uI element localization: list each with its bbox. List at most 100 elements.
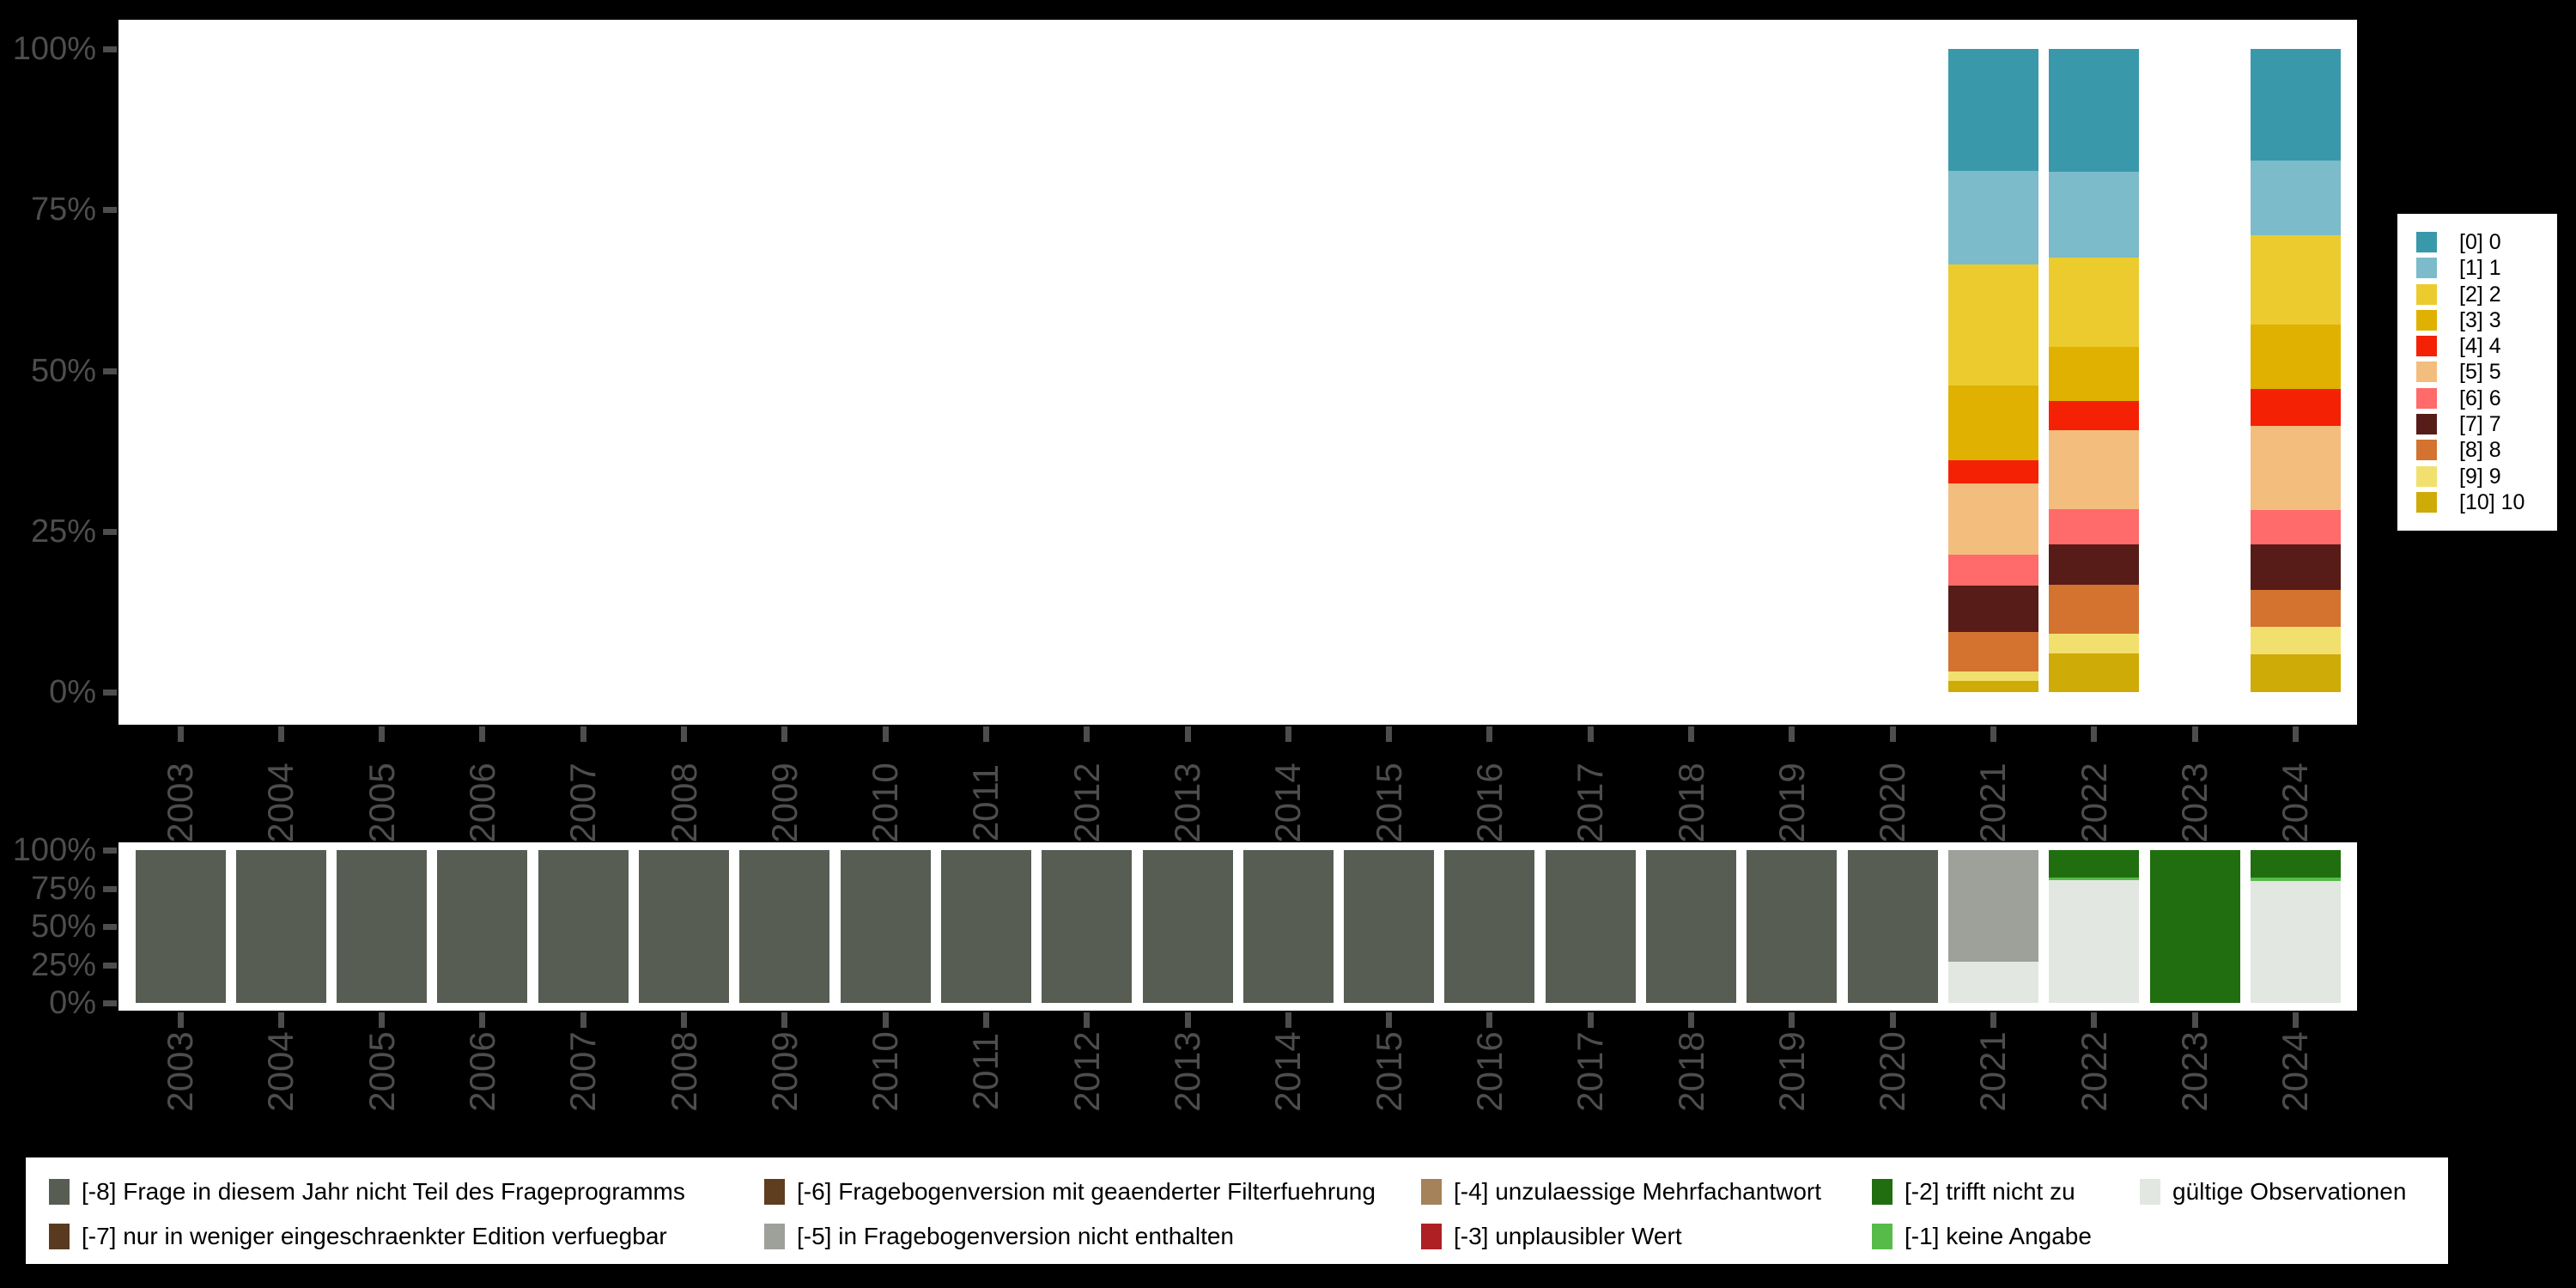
- bar-segment-2022-10-10[interactable]: [2049, 653, 2140, 692]
- bar-segment-2023-2-trifft-nicht-zu[interactable]: [2149, 850, 2240, 1003]
- bar-segment-2022-4-4[interactable]: [2049, 400, 2140, 431]
- bar-segment-2024-10-10[interactable]: [2250, 654, 2341, 692]
- y-tick-mark: [103, 690, 117, 696]
- legend-item-3-unplausibler-wert: [-3] unplausibler Wert: [1421, 1223, 1682, 1250]
- bar-segment-2024-8-8[interactable]: [2250, 589, 2341, 628]
- legend-swatch-g-ltige-observationen: [2140, 1179, 2160, 1205]
- bar-segment-2021-5-5[interactable]: [1947, 483, 2038, 556]
- bar-segment-2021-5-in-fragebogenversion-nicht-enthalten[interactable]: [1947, 850, 2038, 962]
- bar-segment-2024-3-3[interactable]: [2250, 324, 2341, 390]
- legend-item-6-fragebogenversion-mit-geaenderter-filterfuehru: [-6] Fragebogenversion mit geaenderter F…: [764, 1178, 1376, 1206]
- bar-segment-2024-4-4[interactable]: [2250, 389, 2341, 426]
- bar-segment-2014-8-frage-in-diesem-jahr-nicht-teil-des-frageprogr[interactable]: [1242, 850, 1334, 1003]
- legend-item-label: [9] 9: [2459, 464, 2501, 489]
- bar-segment-2022-g-ltige-observationen[interactable]: [2049, 880, 2140, 1003]
- bar-segment-2007-8-frage-in-diesem-jahr-nicht-teil-des-frageprogr[interactable]: [538, 850, 629, 1003]
- x-tick-mark: [2191, 1012, 2198, 1028]
- bar-segment-2022-6-6[interactable]: [2049, 509, 2140, 545]
- x-tick-mark: [1184, 1012, 1191, 1028]
- bar-segment-2021-8-8[interactable]: [1947, 632, 2038, 671]
- bar-segment-2006-8-frage-in-diesem-jahr-nicht-teil-des-frageprogr[interactable]: [437, 850, 528, 1003]
- legend-item-label: [-4] unzulaessige Mehrfachantwort: [1454, 1178, 1821, 1205]
- bar-segment-2020-8-frage-in-diesem-jahr-nicht-teil-des-frageprogr[interactable]: [1847, 850, 1938, 1003]
- bar-segment-2022-2-2[interactable]: [2049, 257, 2140, 347]
- bar-segment-2011-8-frage-in-diesem-jahr-nicht-teil-des-frageprogr[interactable]: [940, 850, 1031, 1003]
- bar-segment-2017-8-frage-in-diesem-jahr-nicht-teil-des-frageprogr[interactable]: [1545, 850, 1636, 1003]
- legend-item-label: [4] 4: [2459, 334, 2501, 359]
- bar-segment-2015-8-frage-in-diesem-jahr-nicht-teil-des-frageprogr[interactable]: [1344, 850, 1435, 1003]
- legend-item-9-9: [9] 9: [2397, 465, 2557, 488]
- legend-item-1-1: [1] 1: [2397, 257, 2557, 279]
- bar-segment-2005-8-frage-in-diesem-jahr-nicht-teil-des-frageprogr[interactable]: [337, 850, 428, 1003]
- legend-item-7-nur-in-weniger-eingeschraenkter-edition-verfue: [-7] nur in weniger eingeschraenkter Edi…: [49, 1223, 667, 1250]
- legend-swatch-6-6: [2416, 387, 2437, 409]
- bar-2018: [1646, 850, 1736, 1003]
- bar-segment-2012-8-frage-in-diesem-jahr-nicht-teil-des-frageprogr[interactable]: [1042, 850, 1133, 1003]
- bar-segment-2022-1-1[interactable]: [2049, 172, 2140, 258]
- bar-2003: [135, 850, 226, 1003]
- bar-segment-2021-1-1[interactable]: [1947, 171, 2038, 264]
- x-tick-label-2008: 2008: [663, 1031, 704, 1112]
- bar-segment-2018-8-frage-in-diesem-jahr-nicht-teil-des-frageprogr[interactable]: [1646, 850, 1736, 1003]
- bar-segment-2021-g-ltige-observationen[interactable]: [1947, 961, 2038, 1003]
- bar-segment-2021-6-6[interactable]: [1947, 555, 2038, 586]
- x-tick-label-2013: 2013: [1167, 1031, 1207, 1112]
- bar-segment-2004-8-frage-in-diesem-jahr-nicht-teil-des-frageprogr[interactable]: [235, 850, 326, 1003]
- bar-segment-2021-7-7[interactable]: [1947, 586, 2038, 633]
- bar-segment-2024-1-1[interactable]: [2250, 161, 2341, 236]
- bar-segment-2021-4-4[interactable]: [1947, 460, 2038, 483]
- bar-segment-2024-5-5[interactable]: [2250, 425, 2341, 510]
- bar-segment-2008-8-frage-in-diesem-jahr-nicht-teil-des-frageprogr[interactable]: [639, 850, 729, 1003]
- legend-item-label: [1] 1: [2459, 256, 2501, 281]
- bar-segment-2021-3-3[interactable]: [1947, 385, 2038, 461]
- x-tick-mark: [1084, 1012, 1091, 1028]
- bar-segment-2009-8-frage-in-diesem-jahr-nicht-teil-des-frageprogr[interactable]: [739, 850, 830, 1003]
- x-tick-mark: [1486, 726, 1493, 742]
- x-tick-label-2016: 2016: [1468, 1031, 1510, 1112]
- bar-segment-2021-9-9[interactable]: [1947, 671, 2038, 682]
- bar-segment-2024-7-7[interactable]: [2250, 544, 2341, 590]
- bar-segment-2024-1-keine-angabe[interactable]: [2250, 878, 2341, 882]
- bar-segment-2022-1-keine-angabe[interactable]: [2049, 878, 2140, 881]
- bar-segment-2022-7-7[interactable]: [2049, 544, 2140, 585]
- bar-segment-2021-10-10[interactable]: [1947, 681, 2038, 692]
- bar-segment-2022-3-3[interactable]: [2049, 346, 2140, 401]
- legend-item-label: [0] 0: [2459, 230, 2501, 254]
- bar-2016: [1444, 850, 1535, 1003]
- bar-segment-2022-9-9[interactable]: [2049, 633, 2140, 654]
- bar-segment-2022-0-0[interactable]: [2049, 49, 2140, 173]
- bar-segment-2024-0-0[interactable]: [2250, 49, 2341, 161]
- legend-swatch-5-in-fragebogenversion-nicht-enthalten: [764, 1224, 785, 1249]
- bar-segment-2022-5-5[interactable]: [2049, 430, 2140, 510]
- x-tick-mark: [1688, 1012, 1694, 1028]
- legend-swatch-5-5: [2416, 361, 2437, 383]
- legend-swatch-9-9: [2416, 465, 2437, 487]
- bar-segment-2024-2-2[interactable]: [2250, 235, 2341, 325]
- y-tick-mark: [103, 885, 117, 892]
- y-tick-label: 75%: [30, 191, 96, 228]
- x-tick-mark: [277, 726, 284, 742]
- x-tick-mark: [1889, 1012, 1896, 1028]
- legend-item-2-trifft-nicht-zu: [-2] trifft nicht zu: [1872, 1178, 2075, 1206]
- bar-segment-2021-2-2[interactable]: [1947, 264, 2038, 386]
- bar-segment-2010-8-frage-in-diesem-jahr-nicht-teil-des-frageprogr[interactable]: [840, 850, 931, 1003]
- bar-segment-2016-8-frage-in-diesem-jahr-nicht-teil-des-frageprogr[interactable]: [1444, 850, 1535, 1003]
- bar-segment-2022-8-8[interactable]: [2049, 584, 2140, 634]
- bar-segment-2019-8-frage-in-diesem-jahr-nicht-teil-des-frageprogr[interactable]: [1747, 850, 1838, 1003]
- bar-segment-2024-9-9[interactable]: [2250, 627, 2341, 655]
- legend-item-1-keine-angabe: [-1] keine Angabe: [1872, 1223, 2092, 1250]
- y-tick-label: 0%: [49, 674, 96, 710]
- bar-segment-2003-8-frage-in-diesem-jahr-nicht-teil-des-frageprogr[interactable]: [135, 850, 226, 1003]
- bar-segment-2021-0-0[interactable]: [1947, 49, 2038, 172]
- bar-segment-2024-g-ltige-observationen[interactable]: [2250, 881, 2341, 1003]
- bar-segment-2013-8-frage-in-diesem-jahr-nicht-teil-des-frageprogr[interactable]: [1142, 850, 1233, 1003]
- x-tick-mark: [1789, 726, 1795, 742]
- legend-item-label: [7] 7: [2459, 412, 2501, 437]
- bar-segment-2022-2-trifft-nicht-zu[interactable]: [2049, 850, 2140, 878]
- x-tick-label-2003: 2003: [160, 1031, 200, 1112]
- y-tick-mark: [103, 962, 117, 969]
- x-tick-label-2018: 2018: [1670, 1031, 1711, 1112]
- bar-segment-2024-6-6[interactable]: [2250, 509, 2341, 544]
- legend-item-g-ltige-observationen: gültige Observationen: [2140, 1178, 2406, 1206]
- bar-segment-2024-2-trifft-nicht-zu[interactable]: [2250, 850, 2341, 878]
